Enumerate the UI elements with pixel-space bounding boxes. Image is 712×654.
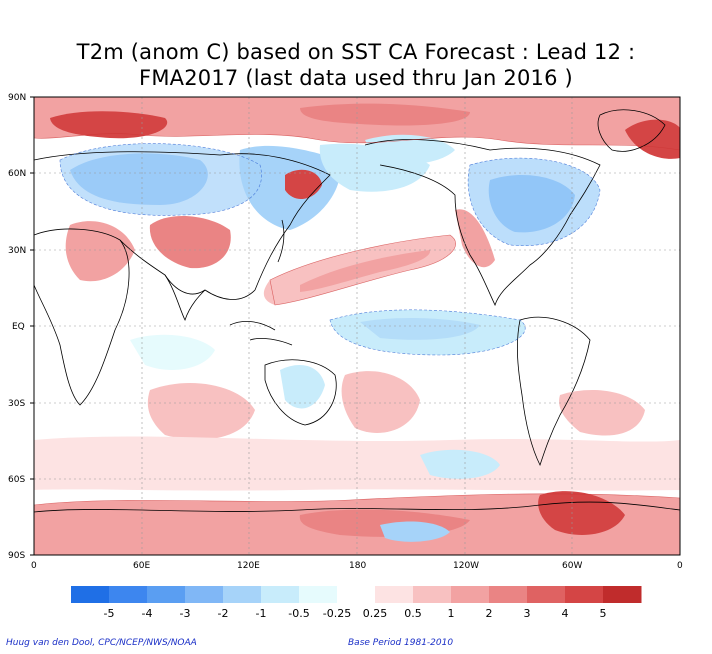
lat-label-60n: 60N [8, 169, 26, 179]
coastline-south-america [517, 316, 591, 467]
lon-label-60w: 60W [562, 561, 582, 571]
south-indian-warm [147, 382, 255, 440]
cool-contour-siberia [59, 143, 262, 216]
map-plot-area: 90N 60N 30N EQ 30S 60S 90S 0 60E 120E 18… [8, 93, 683, 620]
coastline-maritime-continent [229, 320, 293, 346]
colorbar-label: -0.25 [323, 607, 351, 620]
colorbar-label: -2 [218, 607, 229, 620]
colorbar-label: 0.25 [363, 607, 388, 620]
gridlines [34, 97, 680, 555]
colorbar-label: -3 [180, 607, 191, 620]
australia-cool [280, 365, 325, 409]
colorbar-swatch [489, 586, 528, 603]
colorbar-label: 4 [562, 607, 569, 620]
colorbar-label: -0.5 [288, 607, 309, 620]
lon-label-0: 0 [31, 561, 37, 571]
cool-contour-north-america [467, 157, 601, 247]
coastline-greenland [597, 109, 666, 152]
alaska-cool [365, 134, 455, 165]
warm-contours [34, 133, 680, 506]
coastline-south-asia [164, 274, 206, 322]
lon-label-60e: 60E [133, 561, 150, 571]
coastline-australia [264, 359, 337, 426]
lat-label-30n: 30N [8, 246, 26, 256]
colorbar-swatch [109, 586, 148, 603]
coastline-africa [34, 228, 130, 406]
credit-author: Huug van den Dool, CPC/NCEP/NWS/NOAA [6, 638, 197, 648]
warm-contour-arctic [34, 133, 680, 151]
lat-label-90n: 90N [8, 93, 26, 103]
colorbar-swatch [337, 586, 376, 603]
warm-contour-north-pacific [269, 234, 456, 306]
arctic-moderate-warm [300, 103, 470, 126]
colorbar-label: -5 [104, 607, 115, 620]
colorbar-label: -1 [256, 607, 267, 620]
colorbar-label: 2 [486, 607, 493, 620]
colorbar-swatch [603, 586, 642, 603]
colorbar-swatch [527, 586, 566, 603]
colorbar-swatch [261, 586, 300, 603]
colorbar-label: 0.5 [404, 607, 422, 620]
south-atlantic-warm [559, 390, 645, 436]
lat-label-90s: 90S [8, 551, 25, 561]
arctic-strong-warm-west [50, 111, 168, 139]
map-title-line-1: T2m (anom C) based on SST CA Forecast : … [76, 40, 636, 64]
coastline-eurasia [34, 151, 331, 300]
lon-axis: 0 60E 120E 180 120W 60W 0 [31, 561, 683, 571]
map-title-line-2: FMA2017 (last data used thru Jan 2016 ) [139, 66, 573, 90]
coastline-japan [277, 219, 285, 263]
colorbar-label: 1 [448, 607, 455, 620]
lon-label-0-end: 0 [677, 561, 683, 571]
indian-ocean-cool [130, 334, 215, 370]
colorbar-label: 5 [600, 607, 607, 620]
colorbar-swatch [565, 586, 604, 603]
siberia-cool-light [60, 143, 262, 216]
colorbar: -5 -4 -3 -2 -1 -0.5 -0.25 0.25 0.5 1 2 3 4 5 [71, 586, 642, 620]
south-pacific-warm [341, 371, 420, 433]
southern-ocean-cool [420, 449, 500, 479]
lat-axis: 90N 60N 30N EQ 30S 60S 90S [8, 93, 34, 561]
coastlines [34, 109, 680, 513]
coastline-north-america [364, 139, 601, 307]
lon-label-120e: 120E [237, 561, 260, 571]
colorbar-label: -4 [142, 607, 153, 620]
lat-label-30s: 30S [8, 399, 25, 409]
colorbar-swatch [71, 586, 110, 603]
kamchatka-warm [285, 169, 322, 200]
antarctic-cool [380, 521, 450, 542]
sahara-warm [65, 221, 135, 282]
colorbar-swatch [223, 586, 262, 603]
credit-base-period: Base Period 1981-2010 [348, 638, 454, 648]
greenland-warm [625, 119, 680, 159]
north-america-cool-light [468, 158, 600, 246]
lon-label-180: 180 [349, 561, 366, 571]
equatorial-pacific-cool-core [360, 318, 480, 340]
colorbar-swatch [451, 586, 490, 603]
colorbar-swatch [375, 586, 414, 603]
colorbar-swatch [147, 586, 186, 603]
lon-label-120w: 120W [453, 561, 479, 571]
colorbar-swatch [299, 586, 338, 603]
cool-contours [59, 143, 601, 356]
warm-contour-antarctic [34, 493, 680, 506]
colorbar-swatch [413, 586, 452, 603]
colorbar-swatch [185, 586, 224, 603]
lat-label-60s: 60S [8, 475, 25, 485]
cool-contour-equatorial [329, 309, 526, 356]
north-pacific-warm-core [300, 250, 431, 292]
anomaly-field [34, 97, 680, 555]
lat-label-eq: EQ [12, 322, 25, 332]
central-asia-warm [149, 215, 231, 269]
colorbar-label: 3 [524, 607, 531, 620]
coastline-antarctica [34, 501, 680, 513]
